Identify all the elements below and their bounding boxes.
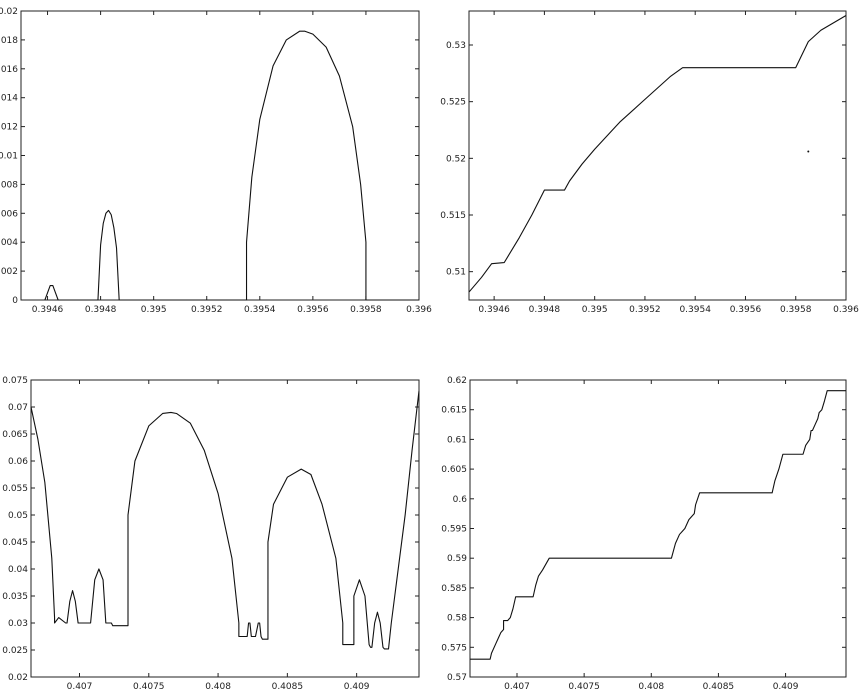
y-tick-label: 0.006: [0, 209, 18, 219]
y-tick-label: 0.525: [440, 98, 466, 108]
x-tick-label: 0.409: [773, 682, 799, 690]
y-tick-label: 0.02: [8, 673, 28, 683]
y-tick-label: 0.62: [447, 376, 467, 386]
x-tick-label: 0.3956: [730, 305, 762, 315]
y-tick-label: 0.61: [447, 435, 467, 445]
y-tick-label: 0.014: [0, 94, 18, 104]
y-tick-label: 0.075: [2, 376, 28, 386]
y-tick-label: 0.6: [453, 495, 468, 505]
y-tick-label: 0.008: [0, 180, 18, 190]
y-tick-label: 0.51: [446, 268, 466, 278]
y-tick-label: 0.04: [8, 565, 28, 575]
y-tick-label: 0.004: [0, 238, 18, 248]
data-point: [807, 150, 810, 153]
x-tick-label: 0.4085: [272, 682, 304, 690]
x-tick-label: 0.3958: [350, 305, 382, 315]
series-line: [468, 15, 847, 293]
y-tick-label: 0.025: [2, 646, 28, 656]
chart-bottom-left: 0.407 0.4075 0.408 0.4085 0.409 0.02 0.025 0.03…: [2, 376, 420, 690]
y-tick-label: 0.615: [441, 406, 467, 416]
y-tick-label: 0.53: [446, 41, 466, 51]
y-tick-label: 0.575: [441, 643, 467, 653]
chart-top-left: 0.3946 0.3948 0.395 0.3952 0.3954 0.3956 0.395…: [0, 7, 432, 315]
x-tick-label: 0.3956: [297, 305, 329, 315]
chart-bottom-right: 0.407 0.4075 0.408 0.4085 0.409 0.57 0.575 0.58…: [441, 376, 847, 690]
y-tick-label: 0.002: [0, 267, 18, 277]
y-tick-label: 0.02: [0, 7, 18, 17]
series-line: [470, 390, 846, 660]
y-tick-label: 0.03: [8, 619, 28, 629]
y-tick-label: 0.59: [447, 554, 467, 564]
x-tick-label: 0.3952: [629, 305, 661, 315]
y-tick-label: 0.05: [8, 511, 28, 521]
series-line: [30, 390, 420, 650]
y-tick-label: 0.57: [447, 673, 467, 683]
x-tick-label: 0.4085: [703, 682, 735, 690]
plot-frame: [469, 379, 847, 678]
x-tick-label: 0.395: [582, 305, 608, 315]
y-tick-label: 0.055: [2, 484, 28, 494]
y-tick-label: 0.605: [441, 465, 467, 475]
x-tick-label: 0.3946: [32, 305, 64, 315]
x-tick-label: 0.408: [205, 682, 231, 690]
x-tick-label: 0.407: [504, 682, 530, 690]
y-tick-label: 0.52: [446, 154, 466, 164]
y-tick-label: 0: [12, 296, 18, 306]
y-tick-label: 0.585: [441, 584, 467, 594]
x-tick-label: 0.3946: [478, 305, 510, 315]
y-tick-label: 0.515: [440, 211, 466, 221]
x-tick-label: 0.4075: [133, 682, 165, 690]
x-tick-label: 0.396: [833, 305, 859, 315]
x-tick-label: 0.3952: [191, 305, 223, 315]
y-tick-label: 0.018: [0, 36, 18, 46]
x-tick-label: 0.3948: [529, 305, 561, 315]
plot-frame: [30, 379, 420, 678]
x-tick-label: 0.396: [406, 305, 432, 315]
y-tick-label: 0.016: [0, 65, 18, 75]
x-tick-label: 0.395: [141, 305, 167, 315]
chart-top-right: 0.3946 0.3948 0.395 0.3952 0.3954 0.3956 0.395…: [440, 10, 859, 315]
y-tick-label: 0.035: [2, 592, 28, 602]
y-tick-label: 0.58: [447, 614, 467, 624]
x-tick-label: 0.3954: [679, 305, 711, 315]
x-tick-label: 0.3948: [85, 305, 117, 315]
plot-frame: [468, 10, 847, 301]
x-tick-label: 0.4075: [568, 682, 600, 690]
y-tick-label: 0.012: [0, 123, 18, 133]
y-tick-label: 0.01: [0, 152, 18, 162]
y-tick-label: 0.07: [8, 403, 28, 413]
x-tick-label: 0.408: [638, 682, 664, 690]
y-tick-label: 0.595: [441, 525, 467, 535]
x-tick-label: 0.3954: [244, 305, 276, 315]
series-line: [44, 30, 419, 301]
x-tick-label: 0.407: [67, 682, 93, 690]
x-tick-label: 0.409: [344, 682, 370, 690]
y-tick-label: 0.065: [2, 430, 28, 440]
x-tick-label: 0.3958: [780, 305, 812, 315]
plot-frame: [20, 10, 420, 301]
y-tick-label: 0.06: [8, 457, 28, 467]
y-tick-label: 0.045: [2, 538, 28, 548]
